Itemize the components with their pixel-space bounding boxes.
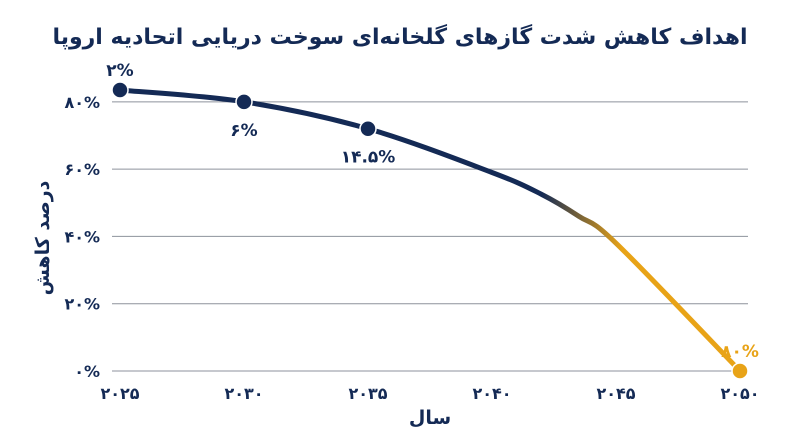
data-label: ۲%: [106, 61, 133, 81]
y-tick-label: ۲۰%: [64, 295, 100, 314]
data-point: [731, 362, 749, 380]
x-tick-label: ۲۰۴۰: [472, 384, 511, 403]
x-axis-ticks: ۲۰۲۵ ۲۰۳۰ ۲۰۳۵ ۲۰۴۰ ۲۰۴۵ ۲۰۵۰: [100, 384, 759, 403]
y-tick-label: ۰%: [74, 362, 100, 381]
data-point: [359, 119, 377, 138]
series-line-path: [117, 87, 743, 374]
y-tick-label: ۶۰%: [64, 160, 100, 179]
x-axis-label: سال: [409, 407, 451, 429]
y-tick-label: ۸۰%: [64, 93, 100, 112]
data-label: ۱۴.۵%: [341, 148, 396, 168]
series-markers: [111, 81, 749, 380]
data-label: ۶%: [230, 121, 257, 141]
x-tick-label: ۲۰۳۵: [348, 384, 387, 403]
y-axis-label: درصد کاهش: [32, 180, 54, 295]
data-point: [111, 81, 129, 99]
x-tick-label: ۲۰۲۵: [100, 384, 139, 403]
x-tick-label: ۲۰۳۰: [224, 384, 263, 403]
data-labels: ۲% ۶% ۱۴.۵% ۸۰%: [106, 61, 759, 362]
x-tick-label: ۲۰۵۰: [720, 384, 759, 403]
y-axis-ticks: ۰% ۲۰% ۴۰% ۶۰% ۸۰%: [64, 93, 100, 381]
series-line: [117, 87, 743, 374]
data-label: ۸۰%: [721, 342, 759, 362]
grid-lines: [112, 101, 748, 372]
x-tick-label: ۲۰۴۵: [596, 384, 635, 403]
chart-title: اهداف کاهش شدت گازهای گلخانه‌ای سوخت دری…: [52, 23, 747, 50]
y-tick-label: ۴۰%: [64, 227, 100, 246]
data-point: [235, 93, 253, 111]
